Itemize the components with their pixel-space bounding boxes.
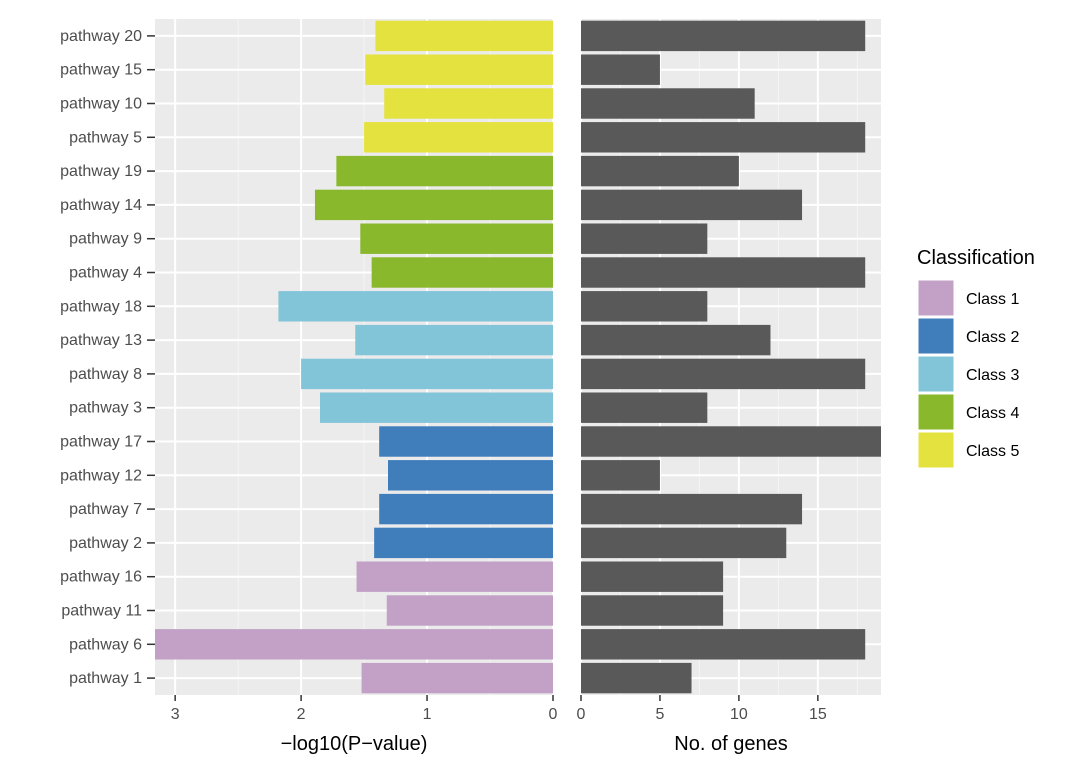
gene-count-bar [581, 155, 739, 187]
y-tick-label: pathway 10 [60, 96, 142, 113]
gene-count-bar [581, 392, 708, 423]
pvalue-bar [379, 426, 553, 457]
y-tick-label: pathway 8 [69, 366, 142, 383]
pvalue-bar [371, 257, 553, 288]
pvalue-bars [155, 20, 553, 694]
pvalue-bar [336, 155, 553, 187]
y-tick-label: pathway 18 [60, 298, 142, 315]
x-tick-label: 15 [809, 706, 827, 723]
gene-count-bar [581, 358, 866, 390]
legend-key [917, 279, 955, 317]
y-tick-label: pathway 16 [60, 569, 142, 586]
x-tick-label: 5 [655, 706, 664, 723]
gene-count-bar [581, 122, 866, 153]
gene-count-bar [581, 561, 724, 592]
gene-count-bar [581, 460, 660, 491]
pvalue-bar [364, 122, 553, 153]
y-tick-label: pathway 9 [69, 231, 142, 248]
gene-count-bar [581, 257, 866, 288]
legend: Classification Class 1 Class 2 Class 3 Clas… [917, 247, 1035, 469]
x-axis-title-left: −log10(P−value) [281, 733, 428, 755]
gene-count-bars [581, 20, 881, 694]
legend-label: Class 4 [966, 405, 1019, 422]
y-tick-label: pathway 15 [60, 62, 142, 79]
gene-count-bar [581, 493, 803, 525]
legend-label: Class 1 [966, 291, 1019, 308]
y-tick-label: pathway 2 [69, 535, 142, 552]
legend-key [917, 355, 955, 393]
legend-key [917, 393, 955, 431]
gene-count-bar [581, 189, 803, 221]
x-axis-right: 0 5 10 15 [577, 695, 827, 723]
y-tick-label: pathway 6 [69, 636, 142, 653]
y-tick-label: pathway 17 [60, 434, 142, 451]
pvalue-bar [384, 88, 553, 119]
gene-count-bar [581, 662, 692, 694]
gene-count-bar [581, 324, 771, 356]
pvalue-bar [374, 527, 553, 559]
x-tick-label: 3 [171, 706, 180, 723]
y-tick-label: pathway 14 [60, 197, 142, 214]
x-axis-title-right: No. of genes [674, 733, 787, 755]
x-tick-label: 10 [730, 706, 748, 723]
gene-count-bar [581, 223, 708, 254]
y-tick-label: pathway 4 [69, 265, 142, 282]
legend-key [917, 431, 955, 469]
pvalue-bar [355, 324, 553, 356]
legend-title: Classification [917, 247, 1035, 269]
panel-left-background [155, 19, 553, 695]
x-tick-label: 0 [577, 706, 586, 723]
y-tick-label: pathway 3 [69, 400, 142, 417]
pvalue-bar [155, 629, 553, 660]
y-tick-label: pathway 5 [69, 129, 142, 146]
pvalue-bar [375, 20, 553, 52]
x-tick-label: 1 [423, 706, 432, 723]
gene-count-bar [581, 54, 660, 85]
y-tick-label: pathway 7 [69, 501, 142, 518]
pvalue-bar [365, 54, 553, 85]
pvalue-bar [314, 189, 553, 221]
gene-count-bar [581, 527, 787, 559]
pvalue-bar [386, 595, 553, 626]
gene-count-bar [581, 88, 755, 119]
y-tick-label: pathway 13 [60, 332, 142, 349]
x-tick-label: 0 [549, 706, 558, 723]
pvalue-bar [319, 392, 553, 423]
pvalue-bar [278, 291, 553, 322]
legend-key [917, 317, 955, 355]
pvalue-bar [388, 460, 553, 491]
y-tick-label: pathway 11 [61, 603, 142, 620]
gene-count-bar [581, 20, 866, 52]
gene-count-bar [581, 426, 881, 457]
legend-label: Class 2 [966, 329, 1019, 346]
gene-count-bar [581, 291, 708, 322]
pvalue-bar [379, 493, 553, 525]
pvalue-bar [301, 358, 553, 390]
x-tick-label: 2 [297, 706, 306, 723]
gene-count-bar [581, 629, 866, 660]
pvalue-bar [360, 223, 553, 254]
x-axis-left: 3 2 1 0 [171, 695, 558, 723]
y-tick-label: pathway 19 [60, 163, 142, 180]
pvalue-bar [356, 561, 553, 592]
y-tick-label: pathway 1 [69, 670, 142, 687]
y-tick-label: pathway 20 [60, 28, 142, 45]
y-tick-label: pathway 12 [60, 467, 142, 484]
legend-label: Class 5 [966, 443, 1019, 460]
pvalue-bar [361, 662, 553, 694]
panel-right-background [581, 19, 881, 695]
legend-label: Class 3 [966, 367, 1019, 384]
y-axis: pathway 20 pathway 15 pathway 10 pathway 5 p… [60, 28, 155, 687]
gene-count-bar [581, 595, 724, 626]
